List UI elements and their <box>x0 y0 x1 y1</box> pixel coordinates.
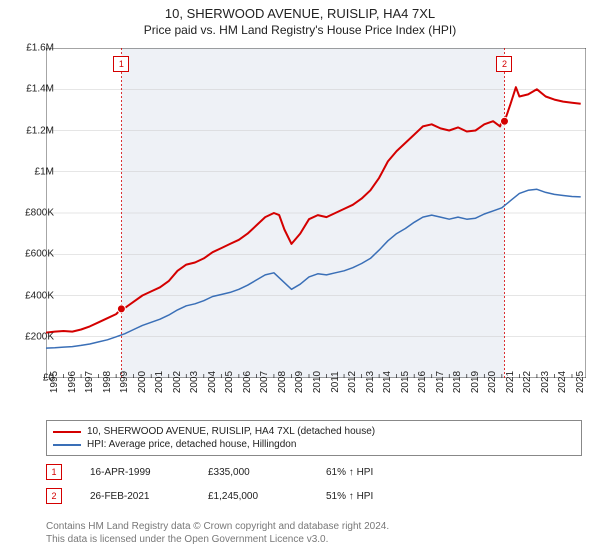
legend-box: 10, SHERWOOD AVENUE, RUISLIP, HA4 7XL (d… <box>46 420 582 456</box>
title-main: 10, SHERWOOD AVENUE, RUISLIP, HA4 7XL <box>0 6 600 21</box>
x-axis-label: 1996 <box>67 371 78 393</box>
footer-line-2: This data is licensed under the Open Gov… <box>46 533 389 546</box>
sale-date-1: 26-FEB-2021 <box>90 491 180 502</box>
y-axis-label: £200K <box>10 331 54 342</box>
x-axis-label: 2012 <box>347 371 358 393</box>
x-axis-label: 2024 <box>557 371 568 393</box>
legend-row-0: 10, SHERWOOD AVENUE, RUISLIP, HA4 7XL (d… <box>53 425 575 438</box>
x-axis-label: 2017 <box>435 371 446 393</box>
chart-container: 10, SHERWOOD AVENUE, RUISLIP, HA4 7XL Pr… <box>0 0 600 560</box>
sale-date-0: 16-APR-1999 <box>90 467 180 478</box>
sale-badge-1: 2 <box>46 488 62 504</box>
x-axis-label: 2003 <box>189 371 200 393</box>
x-axis-label: 2009 <box>294 371 305 393</box>
legend-label-0: 10, SHERWOOD AVENUE, RUISLIP, HA4 7XL (d… <box>87 426 375 437</box>
chart-sale-badge: 1 <box>113 56 129 72</box>
chart-svg <box>46 48 586 378</box>
legend-label-1: HPI: Average price, detached house, Hill… <box>87 439 296 450</box>
sale-row-0: 1 16-APR-1999 £335,000 61% ↑ HPI <box>46 464 373 480</box>
x-axis-label: 2020 <box>487 371 498 393</box>
x-axis-label: 1998 <box>102 371 113 393</box>
y-axis-label: £1.2M <box>10 125 54 136</box>
x-axis-label: 2014 <box>382 371 393 393</box>
y-axis-label: £1.4M <box>10 84 54 95</box>
sale-badge-0: 1 <box>46 464 62 480</box>
x-axis-label: 1997 <box>84 371 95 393</box>
sale-badge-num-1: 2 <box>51 492 56 501</box>
x-axis-label: 2008 <box>277 371 288 393</box>
y-axis-label: £600K <box>10 249 54 260</box>
sale-price-0: £335,000 <box>208 467 298 478</box>
chart-area <box>46 48 586 378</box>
x-axis-label: 2000 <box>137 371 148 393</box>
x-axis-label: 2010 <box>312 371 323 393</box>
x-axis-label: 2022 <box>522 371 533 393</box>
footer: Contains HM Land Registry data © Crown c… <box>46 520 389 546</box>
legend-swatch-1 <box>53 444 81 446</box>
y-axis-label: £1.6M <box>10 43 54 54</box>
x-axis-label: 2023 <box>540 371 551 393</box>
x-axis-label: 2016 <box>417 371 428 393</box>
x-axis-label: 2005 <box>224 371 235 393</box>
x-axis-label: 2007 <box>259 371 270 393</box>
title-sub: Price paid vs. HM Land Registry's House … <box>0 23 600 37</box>
y-axis-label: £0 <box>10 373 54 384</box>
x-axis-label: 2004 <box>207 371 218 393</box>
x-axis-label: 2013 <box>365 371 376 393</box>
x-axis-label: 2019 <box>470 371 481 393</box>
x-axis-label: 2025 <box>575 371 586 393</box>
y-axis-label: £1M <box>10 166 54 177</box>
x-axis-label: 1999 <box>119 371 130 393</box>
x-axis-label: 2018 <box>452 371 463 393</box>
x-axis-label: 1995 <box>49 371 60 393</box>
x-axis-label: 2002 <box>172 371 183 393</box>
sale-delta-1: 51% ↑ HPI <box>326 491 373 502</box>
sale-delta-0: 61% ↑ HPI <box>326 467 373 478</box>
legend-row-1: HPI: Average price, detached house, Hill… <box>53 438 575 451</box>
y-axis-label: £400K <box>10 290 54 301</box>
x-axis-label: 2011 <box>330 371 341 393</box>
footer-line-1: Contains HM Land Registry data © Crown c… <box>46 520 389 533</box>
x-axis-label: 2006 <box>242 371 253 393</box>
sale-price-1: £1,245,000 <box>208 491 298 502</box>
sale-row-1: 2 26-FEB-2021 £1,245,000 51% ↑ HPI <box>46 488 373 504</box>
x-axis-label: 2001 <box>154 371 165 393</box>
chart-sale-badge: 2 <box>496 56 512 72</box>
legend-swatch-0 <box>53 431 81 433</box>
y-axis-label: £800K <box>10 208 54 219</box>
title-block: 10, SHERWOOD AVENUE, RUISLIP, HA4 7XL Pr… <box>0 0 600 37</box>
x-axis-label: 2021 <box>505 371 516 393</box>
x-axis-label: 2015 <box>400 371 411 393</box>
sale-badge-num-0: 1 <box>51 468 56 477</box>
